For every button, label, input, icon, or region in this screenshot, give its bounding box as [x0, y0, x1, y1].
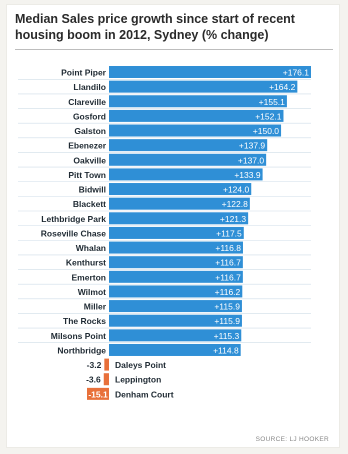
data-label-9: +122.8	[222, 199, 249, 209]
bar-15	[109, 285, 243, 298]
data-label-21: -3.6	[86, 375, 101, 385]
bar-11	[109, 226, 244, 239]
bar-21	[103, 373, 109, 386]
data-label-3: +152.1	[255, 111, 282, 121]
bar-19	[109, 343, 241, 356]
category-label-12: Whalan	[76, 243, 106, 253]
bar-8	[109, 183, 252, 196]
category-label-17: The Rocks	[63, 316, 106, 326]
chart-title-line-2: housing boom in 2012, Sydney (% change)	[15, 28, 269, 42]
category-label-13: Kenthurst	[66, 258, 106, 268]
chart-title-line-1: Median Sales price growth since start of…	[15, 12, 295, 26]
category-label-11: Roseville Chase	[41, 228, 106, 238]
bar-20	[104, 358, 109, 371]
chart-title: Median Sales price growth since start of…	[15, 11, 331, 43]
category-label-0: Point Piper	[61, 68, 107, 78]
category-label-8: Bidwill	[79, 185, 106, 195]
data-label-2: +155.1	[259, 97, 286, 107]
data-label-5: +137.9	[239, 141, 266, 151]
bar-4	[109, 124, 282, 137]
bar-5	[109, 139, 268, 152]
bar-2	[109, 95, 287, 108]
bar-7	[109, 168, 263, 181]
bar-17	[109, 314, 242, 327]
bar-14	[109, 270, 243, 283]
category-label-19: Northbridge	[57, 345, 106, 355]
category-label-5: Ebenezer	[68, 141, 106, 151]
data-label-19: +114.8	[213, 345, 239, 355]
bar-0	[109, 66, 311, 78]
data-label-14: +116.7	[215, 272, 241, 282]
source-note: SOURCE: LJ HOOKER	[255, 436, 329, 443]
data-label-8: +124.0	[223, 185, 250, 195]
bar-9	[109, 197, 250, 210]
data-label-13: +116.7	[215, 258, 241, 268]
bar-3	[109, 109, 284, 122]
data-label-22: -15.1	[88, 389, 108, 399]
data-label-10: +121.3	[220, 214, 247, 224]
bar-13	[109, 256, 243, 269]
category-label-2: Clareville	[68, 97, 106, 107]
category-label-18: Milsons Point	[51, 331, 106, 341]
category-label-22: Denham Court	[115, 389, 174, 399]
category-label-10: Lethbridge Park	[41, 214, 106, 224]
data-label-20: -3.2	[87, 360, 102, 370]
bar-6	[109, 153, 267, 166]
category-label-15: Wilmot	[78, 287, 106, 297]
category-label-16: Miller	[84, 302, 107, 312]
title-divider	[15, 49, 333, 50]
bar-10	[109, 212, 249, 225]
data-label-16: +115.9	[214, 302, 240, 312]
category-label-14: Emerton	[72, 272, 106, 282]
data-label-18: +115.3	[214, 331, 240, 341]
data-label-4: +150.0	[253, 126, 280, 136]
category-label-9: Blackett	[73, 199, 106, 209]
category-label-6: Oakville	[73, 155, 106, 165]
category-label-20: Daleys Point	[115, 360, 166, 370]
bar-1	[109, 80, 298, 93]
category-label-1: Llandilo	[73, 82, 106, 92]
bar-12	[109, 241, 243, 254]
category-label-3: Gosford	[73, 111, 106, 121]
category-label-7: Pitt Town	[68, 170, 106, 180]
bar-16	[109, 300, 242, 313]
bar-18	[109, 329, 242, 342]
category-label-4: Galston	[74, 126, 106, 136]
data-label-11: +117.5	[216, 228, 242, 238]
category-label-21: Leppington	[115, 375, 161, 385]
bar-22	[87, 387, 109, 400]
data-label-0: +176.1	[283, 68, 310, 78]
data-label-12: +116.8	[215, 243, 241, 253]
data-label-7: +133.9	[234, 170, 261, 180]
data-label-17: +115.9	[214, 316, 240, 326]
data-label-15: +116.2	[215, 287, 241, 297]
data-label-1: +164.2	[269, 82, 296, 92]
data-label-6: +137.0	[238, 155, 265, 165]
